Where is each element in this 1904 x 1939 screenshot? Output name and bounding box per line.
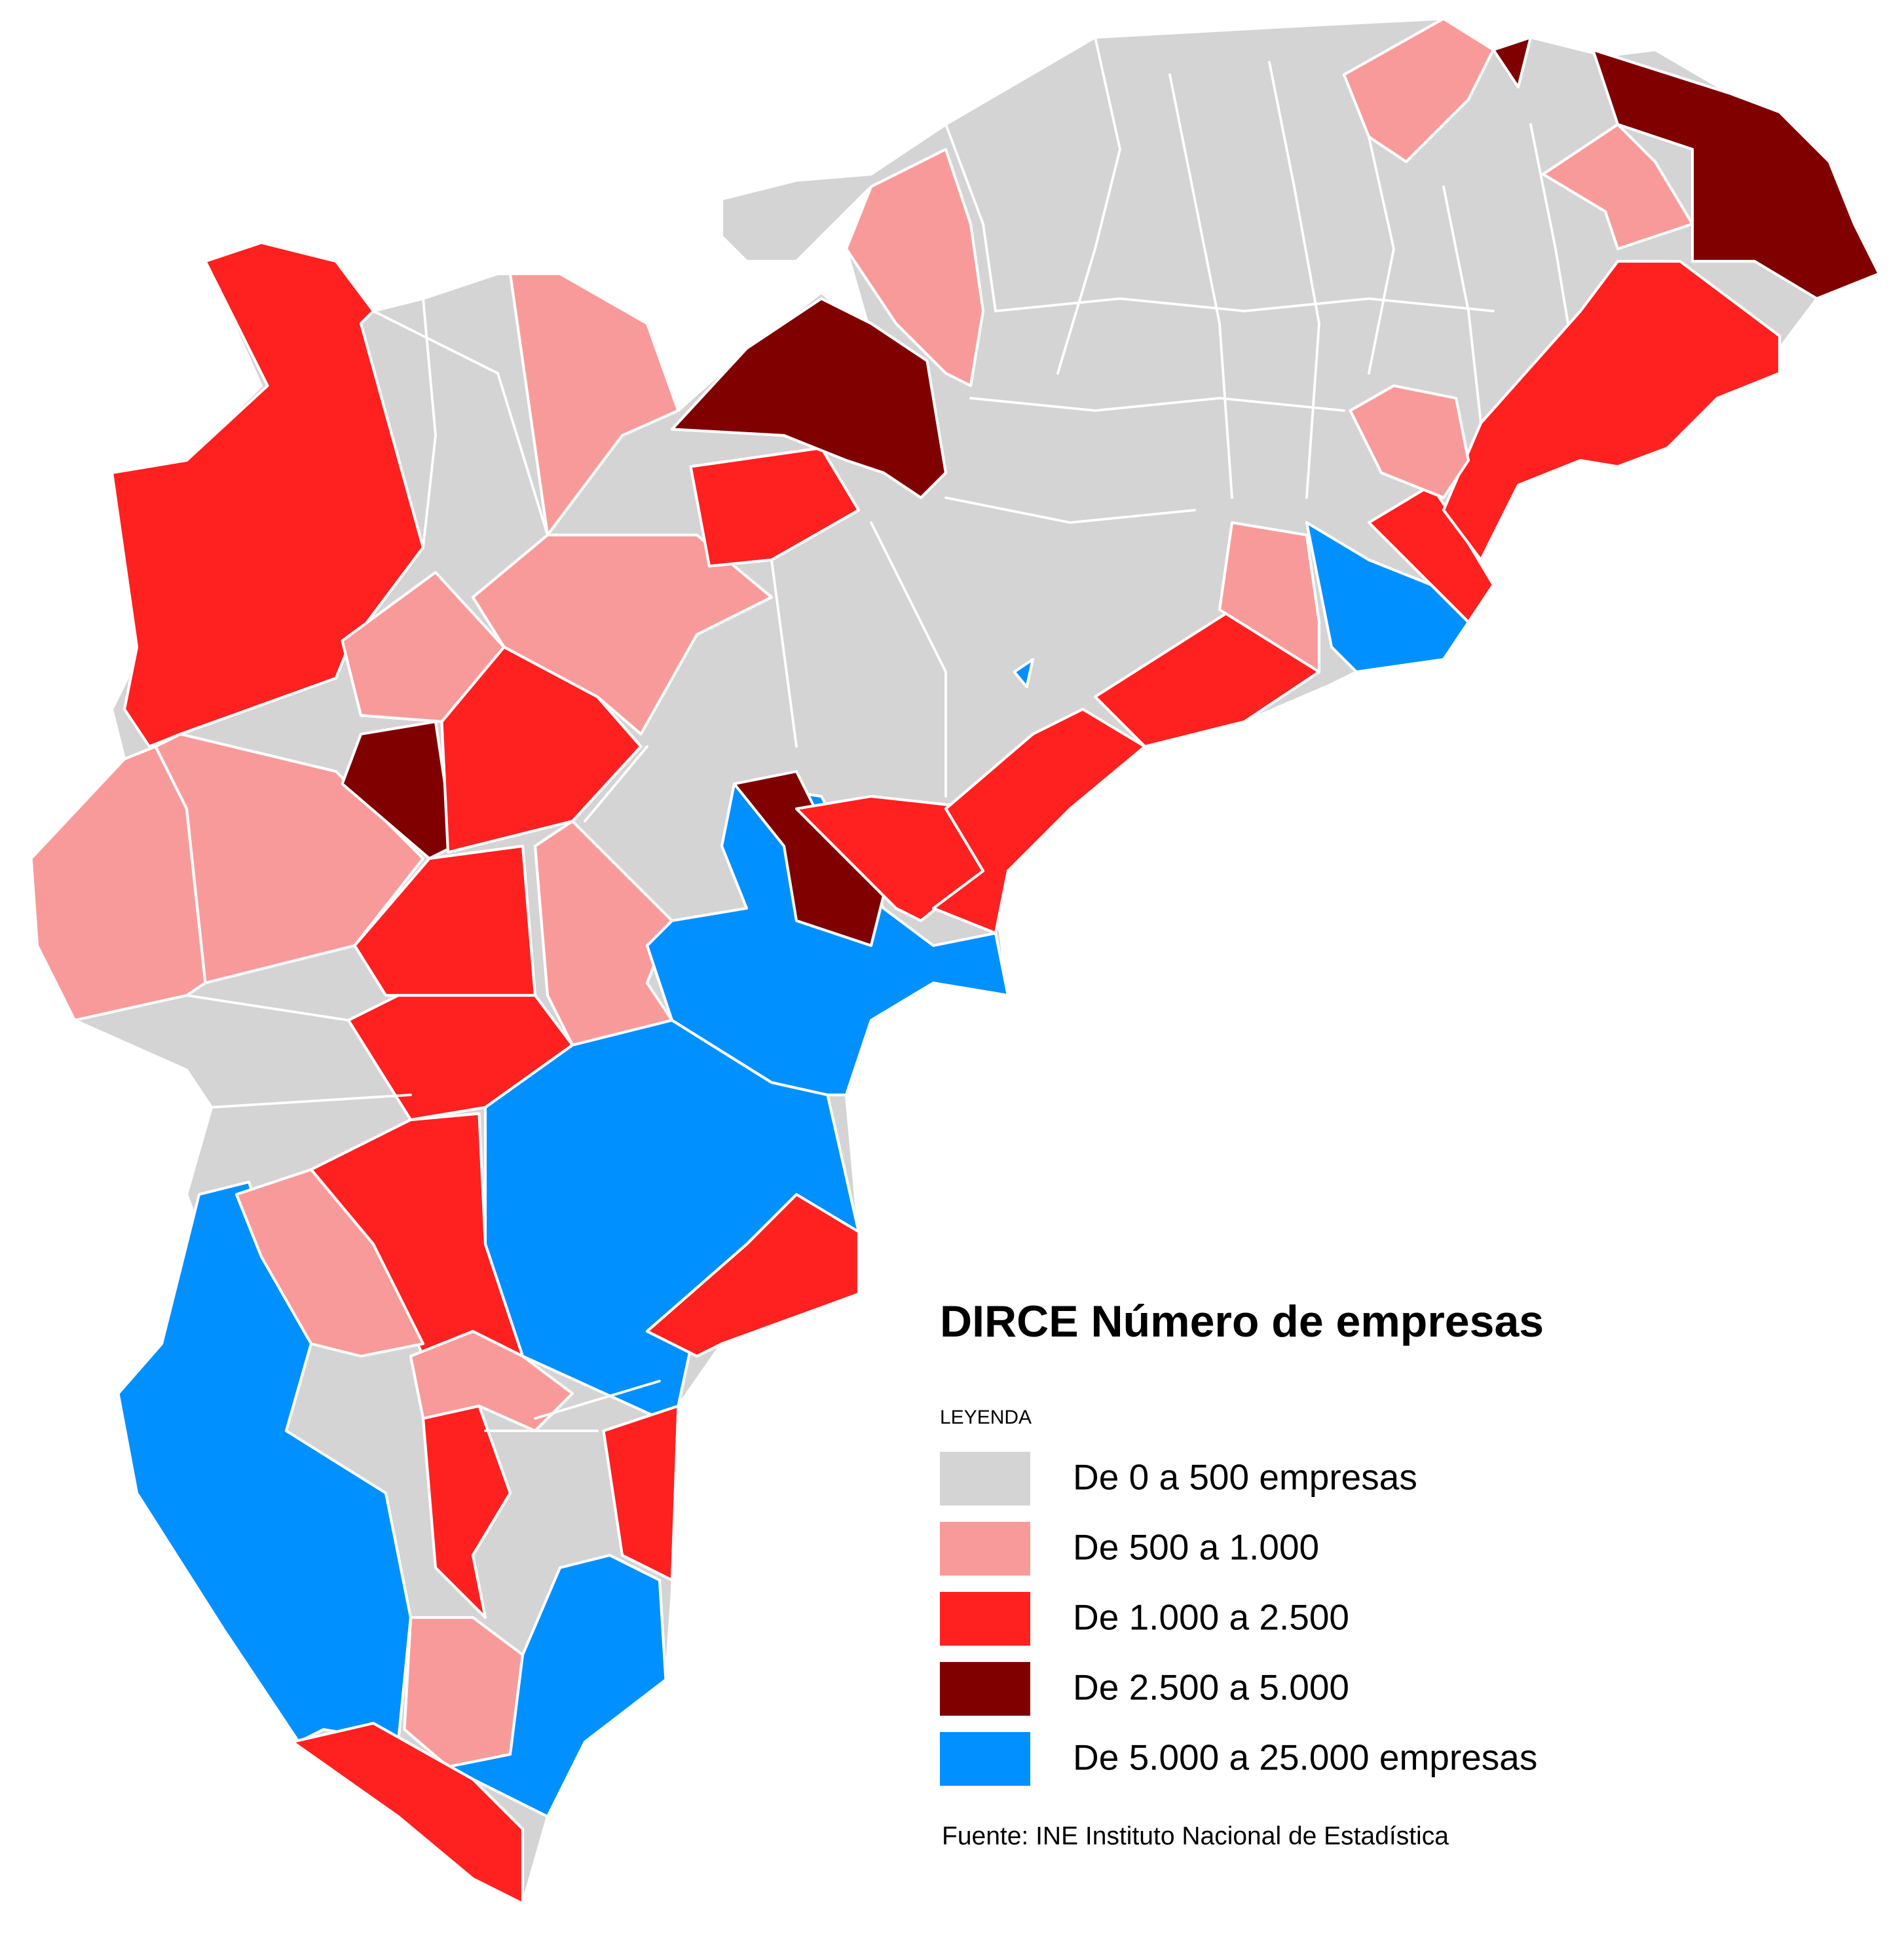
region	[446, 1553, 667, 1819]
region	[732, 769, 886, 948]
region	[110, 241, 425, 748]
region	[1491, 35, 1533, 89]
region	[1349, 384, 1470, 500]
region	[931, 707, 1147, 935]
region	[1218, 521, 1321, 674]
region	[1541, 122, 1694, 251]
region	[291, 1722, 525, 1906]
municipal-border	[185, 36, 1569, 1432]
legend-label: De 0 a 500 empresas	[1073, 1457, 1417, 1498]
region	[341, 570, 506, 724]
legend-label: De 500 a 1.000	[1073, 1527, 1319, 1568]
legend-heading: LEYENDA	[940, 1407, 1032, 1428]
region	[689, 446, 861, 568]
map	[29, 17, 1881, 1906]
legend-title: DIRCE Número de empresas	[940, 1297, 1544, 1346]
region	[508, 272, 680, 537]
region	[117, 1180, 413, 1744]
legend-swatch	[940, 1522, 1030, 1576]
region	[1013, 657, 1035, 688]
legend-swatch	[940, 1662, 1030, 1716]
region	[353, 844, 537, 997]
legend-swatch	[940, 1592, 1030, 1646]
region	[234, 1168, 425, 1358]
legend: De 0 a 500 empresas De 500 a 1.000 De 1.00…	[940, 1452, 1537, 1786]
region	[1591, 48, 1881, 301]
legend-swatch	[940, 1732, 1030, 1786]
region	[403, 1616, 525, 1769]
legend-label: De 5.000 a 25.000 empresas	[1073, 1737, 1537, 1778]
region	[1093, 608, 1321, 748]
legend-label: De 1.000 a 2.500	[1073, 1597, 1349, 1638]
legend-label: De 2.500 a 5.000	[1073, 1667, 1349, 1708]
source-note: Fuente: INE Instituto Nacional de Estadí…	[942, 1822, 1449, 1850]
region	[1442, 259, 1782, 562]
region	[645, 1192, 861, 1358]
legend-swatch	[940, 1452, 1030, 1505]
region	[670, 297, 948, 500]
region	[602, 1404, 680, 1582]
region	[533, 819, 674, 1047]
region	[844, 147, 985, 388]
region	[1305, 521, 1470, 674]
region	[471, 533, 774, 736]
